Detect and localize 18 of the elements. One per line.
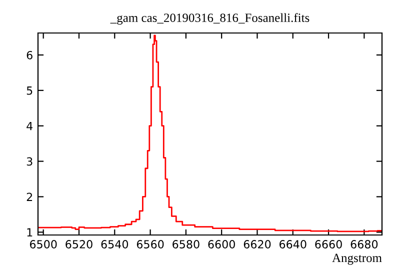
x-tick-label: 6500 [30, 240, 57, 248]
x-tick-label: 6580 [172, 240, 200, 248]
y-tick-label: 4 [26, 122, 33, 130]
y-tick-label: 1 [27, 228, 32, 236]
y-tick-label: 3 [26, 157, 32, 166]
y-tick-label: 5 [26, 86, 32, 95]
y-tick-label: 2 [26, 192, 32, 201]
x-tick-label: 6560 [136, 240, 164, 248]
x-tick-label: 6520 [66, 240, 92, 248]
x-tick-label: 6600 [208, 240, 235, 248]
x-tick-label: 6640 [280, 240, 306, 248]
chart-title: _gam cas_20190316_816_Fosanelli.fits [110, 13, 310, 25]
x-tick-label: 6680 [350, 240, 378, 248]
x-tick-label: 6540 [101, 240, 128, 248]
x-axis-title: Angstrom [332, 254, 382, 265]
x-tick-label: 6620 [244, 240, 271, 248]
x-tick-label: 6660 [315, 240, 342, 248]
y-tick-label: 6 [26, 50, 32, 60]
